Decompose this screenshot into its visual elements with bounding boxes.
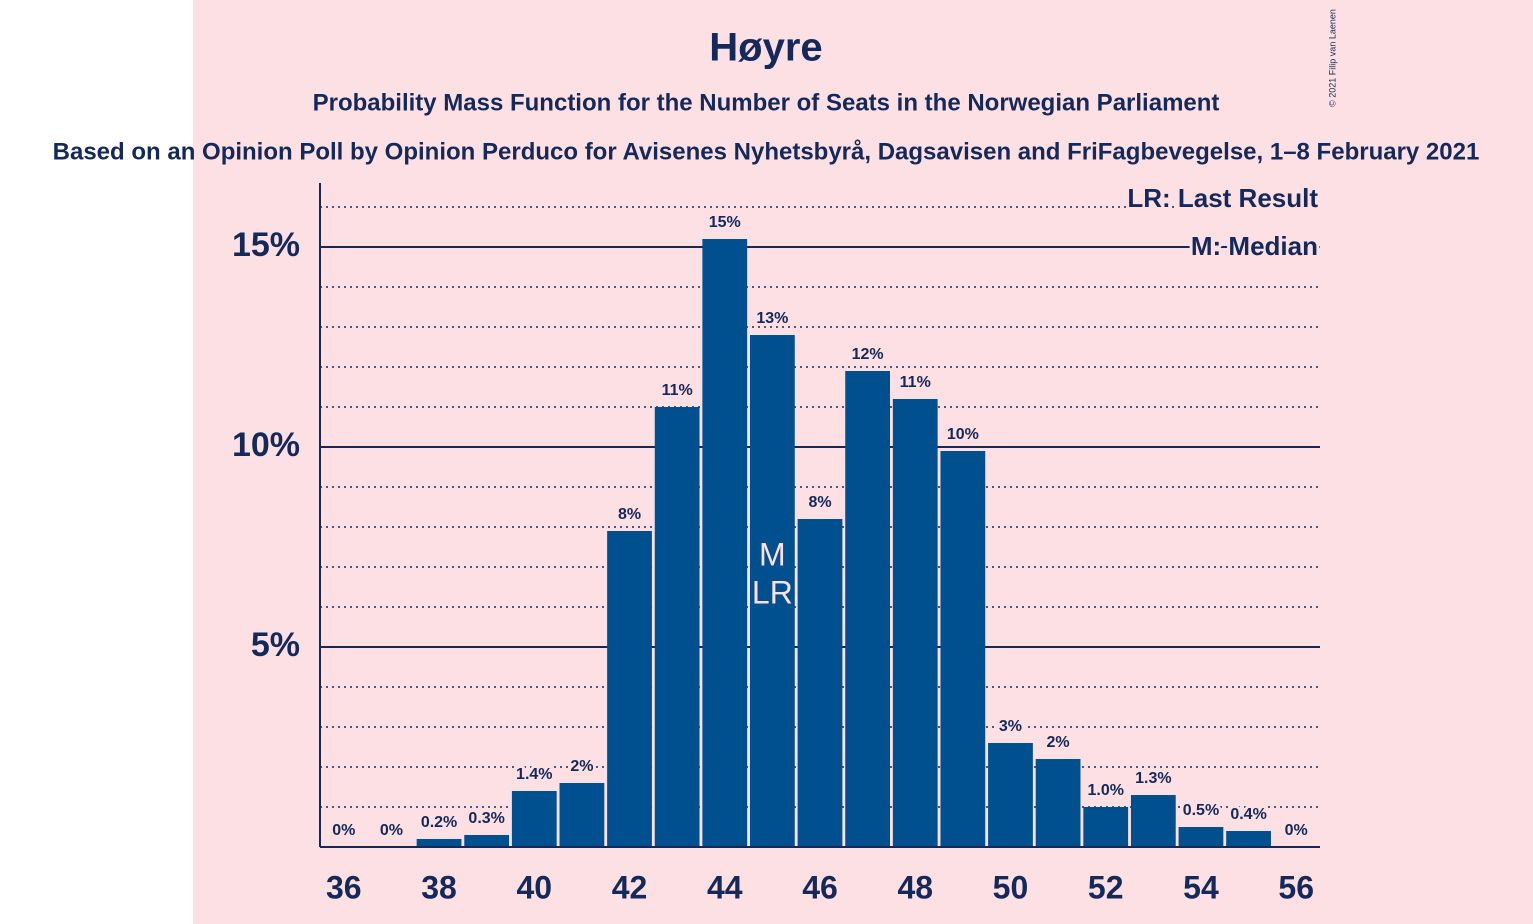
value-label: 1.4% [516, 766, 552, 783]
bar [559, 783, 605, 847]
x-tick-label: 54 [1183, 869, 1219, 905]
value-label: 0% [332, 822, 355, 839]
value-label: 11% [900, 374, 931, 391]
value-label: 2% [570, 758, 593, 775]
legend-entry: LR: Last Result [1127, 183, 1318, 213]
value-label: 0.5% [1183, 802, 1219, 819]
chart-title: Høyre [709, 26, 822, 70]
y-tick-label: 5% [251, 626, 300, 664]
bar [416, 839, 462, 847]
median-marker: M [759, 536, 786, 572]
bar [892, 399, 938, 847]
bar [1226, 831, 1271, 847]
legend-entry: M: Median [1191, 231, 1318, 261]
source-note: Based on an Opinion Poll by Opinion Perd… [53, 138, 1480, 165]
chart-subtitle: Probability Mass Function for the Number… [313, 89, 1220, 116]
bar [940, 451, 986, 847]
bar [988, 743, 1033, 847]
bar [464, 835, 510, 847]
bar [511, 791, 557, 847]
bar [1083, 807, 1129, 847]
y-tick-label: 10% [232, 426, 300, 464]
x-tick-label: 48 [897, 869, 933, 905]
bar [797, 519, 843, 847]
value-label: 11% [662, 382, 693, 399]
bar [1035, 759, 1081, 847]
x-tick-label: 50 [993, 869, 1029, 905]
value-label: 0.4% [1230, 806, 1266, 823]
value-label: 13% [756, 310, 788, 327]
value-label: 0% [380, 822, 403, 839]
bar [1178, 827, 1224, 847]
last-result-marker: LR [752, 574, 793, 610]
value-label: 8% [808, 494, 831, 511]
bar [702, 239, 748, 847]
x-tick-label: 44 [707, 869, 743, 905]
x-tick-label: 52 [1088, 869, 1124, 905]
x-tick-label: 38 [421, 869, 457, 905]
bar [654, 407, 700, 847]
value-label: 0.3% [468, 810, 504, 827]
value-label: 2% [1047, 734, 1070, 751]
bar [750, 335, 795, 847]
value-label: 8% [618, 506, 641, 523]
copyright: © 2021 Filip van Laenen [1327, 9, 1337, 107]
bar [607, 531, 652, 847]
bar [845, 371, 890, 847]
value-label: 12% [852, 346, 884, 363]
x-tick-label: 36 [326, 869, 362, 905]
x-tick-label: 40 [516, 869, 552, 905]
value-label: 1.3% [1135, 770, 1171, 787]
value-label: 3% [999, 718, 1022, 735]
value-label: 0.2% [421, 814, 457, 831]
x-tick-label: 46 [802, 869, 838, 905]
bar [1130, 795, 1176, 847]
value-label: 10% [947, 426, 979, 443]
value-label: 0% [1285, 822, 1308, 839]
value-label: 15% [709, 214, 741, 231]
x-tick-label: 56 [1278, 869, 1314, 905]
y-tick-label: 15% [232, 226, 300, 264]
x-tick-label: 42 [612, 869, 648, 905]
value-label: 1.0% [1087, 782, 1123, 799]
